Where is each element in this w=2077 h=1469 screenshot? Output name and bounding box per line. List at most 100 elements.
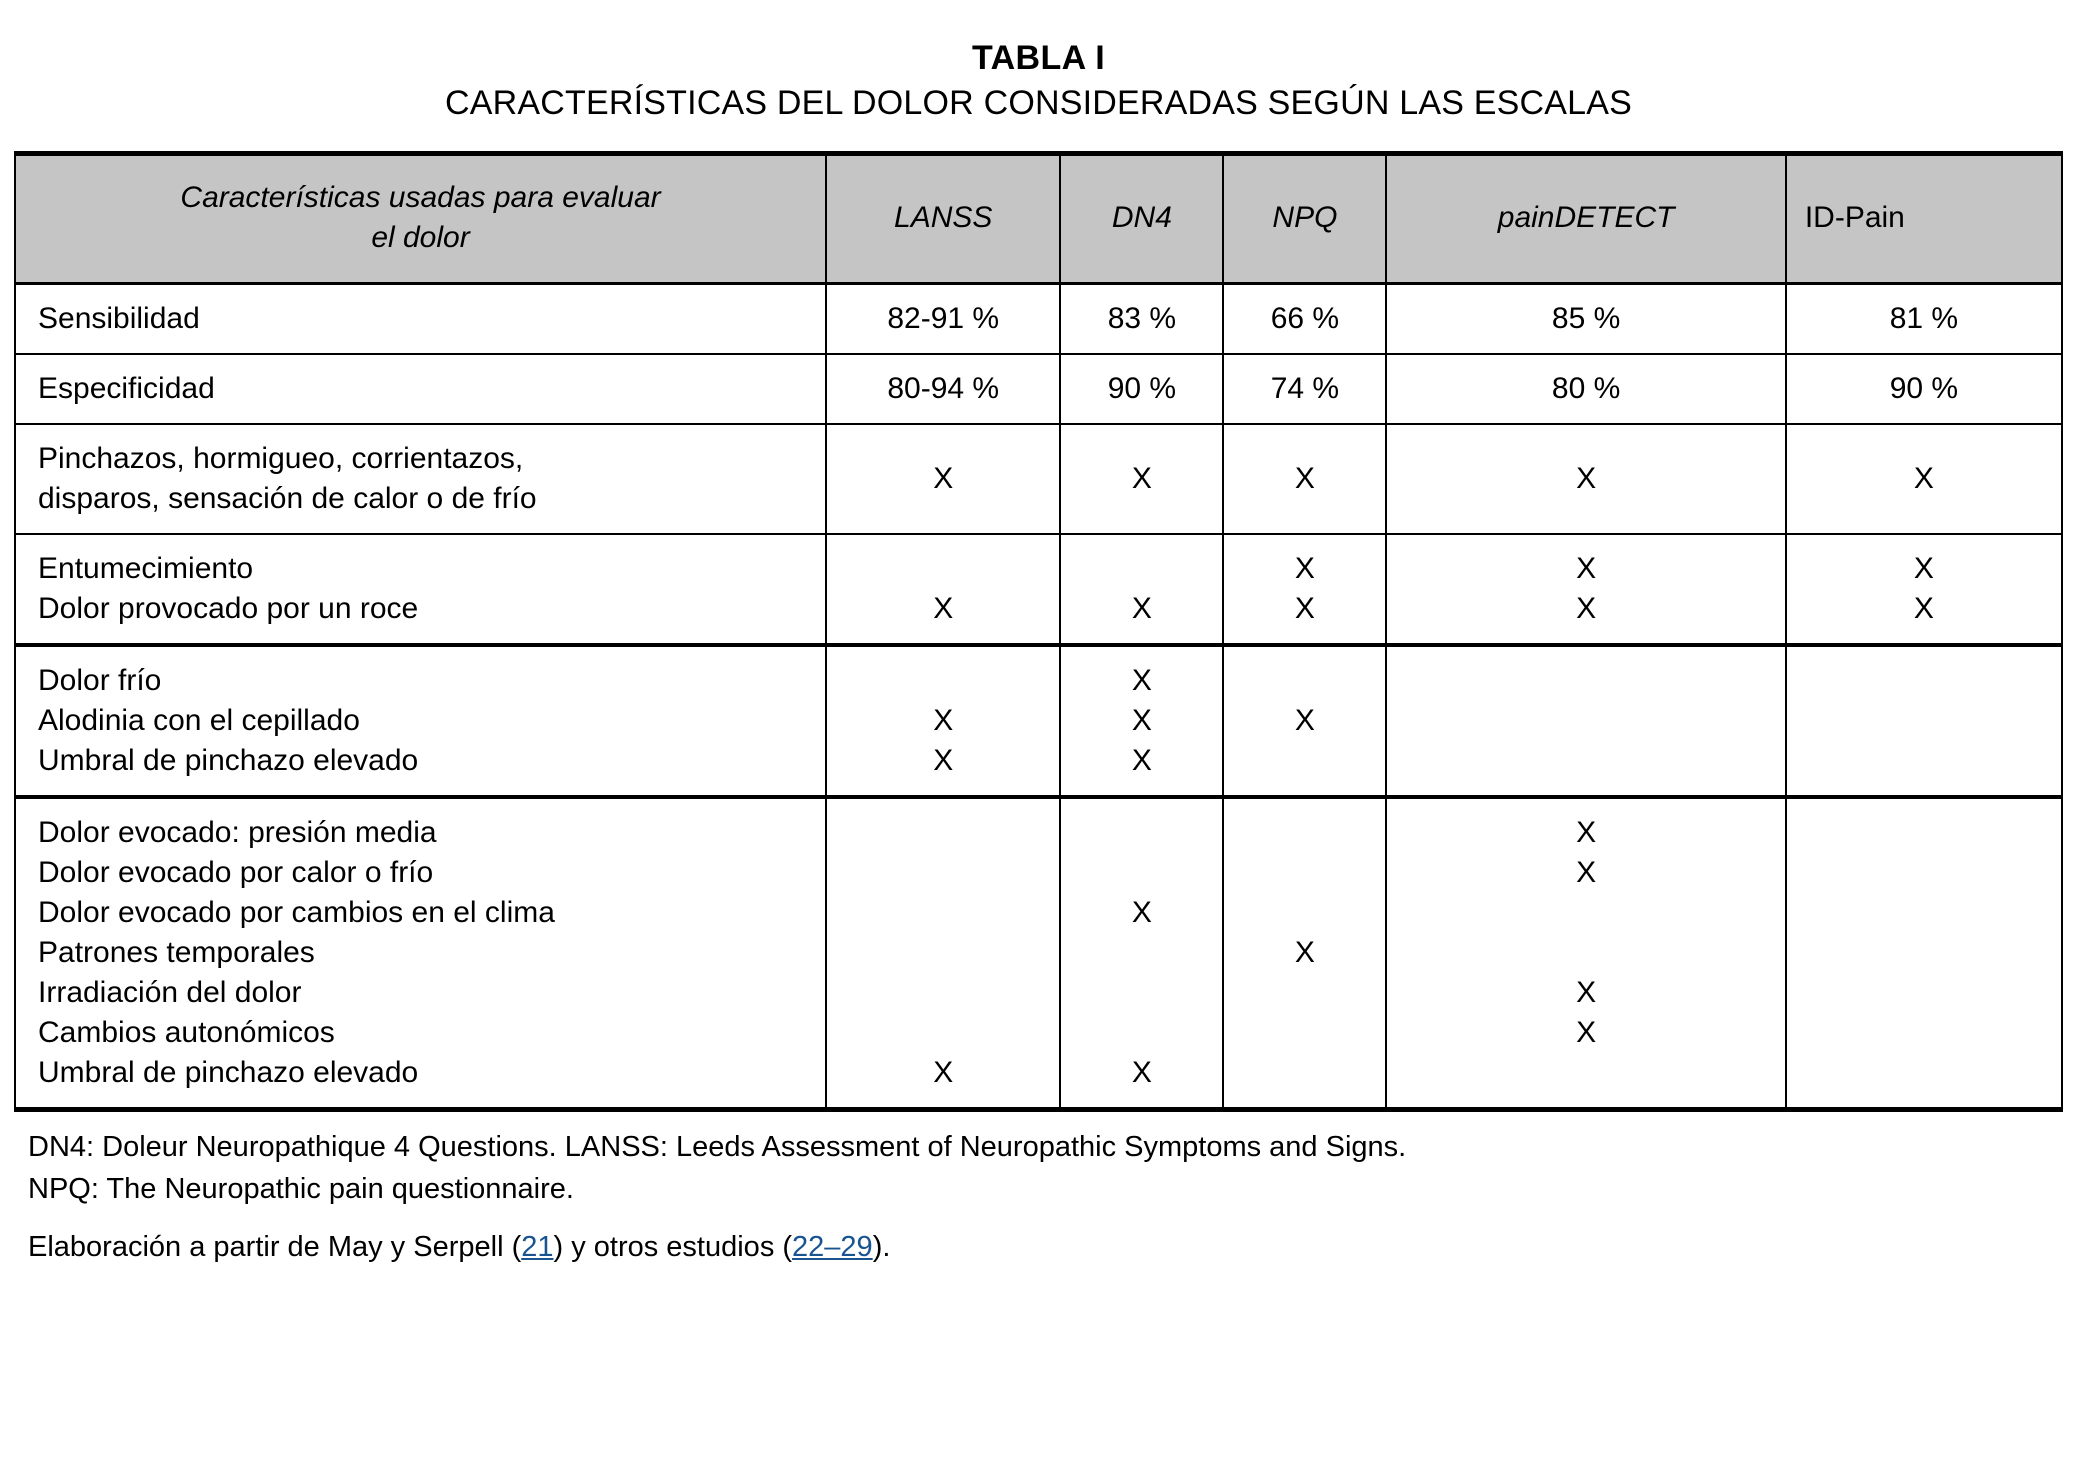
cell-especificidad-dn4: 90 % — [1059, 353, 1225, 425]
cell-dolor-evocado-dn4-line4: . — [1067, 933, 1216, 973]
cell-entumecimiento-npq-line2: X — [1294, 591, 1315, 625]
cell-dolor-frio-npq-line2: X — [1294, 703, 1315, 737]
row-label-dolor-frio: Dolor frío Alodinia con el cepillado Umb… — [15, 644, 828, 799]
cell-especificidad-paindetect: 80 % — [1385, 353, 1787, 425]
footnote-abbreviations-line1: DN4: Doleur Neuropathique 4 Questions. L… — [28, 1130, 1407, 1163]
table-header: Características usadas para evaluar el d… — [15, 153, 2062, 285]
cell-dolor-evocado-lanss-line1: . — [833, 813, 1053, 853]
cell-dolor-evocado-lanss-line6: . — [833, 1013, 1053, 1053]
cell-dolor-evocado-npq-line2: . — [1230, 853, 1379, 893]
table-body: Sensibilidad 82-91 % 83 % 66 % 85 % 81 %… — [15, 283, 2062, 1109]
row-label-pinchazos-line1: Pinchazos, hormigueo, corrientazos, — [38, 441, 524, 475]
cell-dolor-evocado-paindetect-line3: . — [1393, 893, 1778, 933]
table-number: TABLA I — [971, 39, 1106, 77]
cell-dolor-frio-lanss-line1: . — [833, 661, 1053, 701]
cell-dolor-frio-paindetect — [1385, 644, 1787, 799]
cell-entumecimiento-idpain-line2: X — [1913, 591, 1934, 625]
cell-entumecimiento-lanss: . X — [825, 533, 1062, 647]
column-header-paindetect: painDETECT — [1385, 153, 1787, 285]
cell-dolor-evocado-dn4-line1: . — [1067, 813, 1216, 853]
cell-sensibilidad-npq: 66 % — [1222, 283, 1388, 355]
cell-entumecimiento-idpain-line1: X — [1913, 551, 1934, 585]
cell-entumecimiento-paindetect-line1: X — [1576, 551, 1597, 585]
cell-dolor-evocado-npq-line5: . — [1230, 973, 1379, 1013]
cell-entumecimiento-paindetect: X X — [1385, 533, 1787, 647]
cell-pinchazos-npq: X — [1222, 423, 1388, 535]
pain-scales-table: Características usadas para evaluar el d… — [14, 150, 2063, 1112]
reference-link-21[interactable]: 21 — [521, 1230, 554, 1263]
row-label-dolor-evocado-line6: Cambios autonómicos — [38, 1015, 335, 1049]
table-container: Características usadas para evaluar el d… — [14, 150, 2063, 1112]
cell-sensibilidad-dn4: 83 % — [1059, 283, 1225, 355]
column-header-dn4: DN4 — [1059, 153, 1225, 285]
row-label-dolor-evocado-line4: Patrones temporales — [38, 935, 315, 969]
row-label-dolor-evocado-line3: Dolor evocado por cambios en el clima — [38, 895, 555, 929]
column-header-feature: Características usadas para evaluar el d… — [15, 153, 828, 285]
cell-dolor-evocado-npq-line4: X — [1294, 935, 1315, 969]
cell-dolor-frio-dn4-line1: X — [1131, 663, 1152, 697]
cell-sensibilidad-idpain: 81 % — [1784, 283, 2062, 355]
cell-dolor-evocado-npq-line6: . — [1230, 1013, 1379, 1053]
cell-dolor-frio-dn4-line2: X — [1131, 703, 1152, 737]
row-label-dolor-frio-line3: Umbral de pinchazo elevado — [38, 743, 419, 777]
table-row: Especificidad 80-94 % 90 % 74 % 80 % 90 … — [15, 353, 2062, 425]
cell-dolor-frio-dn4-line3: X — [1131, 743, 1152, 777]
table-row: Entumecimiento Dolor provocado por un ro… — [15, 533, 2062, 647]
header-row: Características usadas para evaluar el d… — [15, 153, 2062, 285]
reference-link-22-29[interactable]: 22–29 — [792, 1230, 873, 1263]
row-label-entumecimiento: Entumecimiento Dolor provocado por un ro… — [15, 533, 828, 647]
row-label-dolor-frio-line1: Dolor frío — [38, 663, 162, 697]
cell-dolor-evocado-paindetect: X X . . X X . — [1385, 796, 1787, 1109]
row-label-dolor-evocado-line7: Umbral de pinchazo elevado — [38, 1055, 419, 1089]
footnote-source-prefix: Elaboración a partir de May y Serpell ( — [28, 1230, 522, 1263]
cell-dolor-evocado-npq-line3: . — [1230, 893, 1379, 933]
cell-entumecimiento-idpain: X X — [1784, 533, 2062, 647]
footnote-source-suffix: ). — [872, 1230, 891, 1263]
cell-dolor-evocado-npq-line7: . — [1230, 1053, 1379, 1093]
cell-dolor-evocado-paindetect-line1: X — [1576, 815, 1597, 849]
row-label-pinchazos: Pinchazos, hormigueo, corrientazos, disp… — [15, 423, 828, 535]
row-label-dolor-evocado-line2: Dolor evocado por calor o frío — [38, 855, 434, 889]
cell-pinchazos-paindetect: X — [1385, 423, 1787, 535]
cell-especificidad-idpain: 90 % — [1784, 353, 2062, 425]
cell-dolor-evocado-lanss-line3: . — [833, 893, 1053, 933]
table-row: Dolor evocado: presión media Dolor evoca… — [15, 796, 2062, 1109]
cell-dolor-evocado-lanss-line2: . — [833, 853, 1053, 893]
footnote-source: Elaboración a partir de May y Serpell (2… — [28, 1226, 2063, 1268]
cell-dolor-evocado-lanss-line7: X — [933, 1055, 954, 1089]
cell-sensibilidad-lanss: 82-91 % — [825, 283, 1062, 355]
footnote-source-middle: ) y otros estudios ( — [553, 1230, 793, 1263]
header-feature-line2: el dolor — [371, 220, 470, 254]
cell-especificidad-lanss: 80-94 % — [825, 353, 1062, 425]
cell-dolor-frio-lanss-line2: X — [933, 703, 954, 737]
cell-entumecimiento-lanss-line2: X — [933, 591, 954, 625]
cell-dolor-evocado-lanss: . . . . . . X — [825, 796, 1062, 1109]
table-caption: CARACTERÍSTICAS DEL DOLOR CONSIDERADAS S… — [444, 84, 1632, 123]
cell-dolor-frio-dn4: X X X — [1059, 644, 1225, 799]
cell-entumecimiento-dn4: X — [1059, 533, 1225, 647]
cell-entumecimiento-lanss-line1: . — [833, 549, 1053, 589]
title-block: TABLA I CARACTERÍSTICAS DEL DOLOR CONSID… — [0, 0, 2077, 125]
cell-pinchazos-idpain: X — [1784, 423, 2062, 535]
table-footnotes: DN4: Doleur Neuropathique 4 Questions. L… — [28, 1126, 2063, 1268]
cell-dolor-evocado-idpain — [1784, 796, 2062, 1109]
cell-dolor-evocado-dn4-line2: . — [1067, 853, 1216, 893]
cell-dolor-evocado-lanss-line5: . — [833, 973, 1053, 1013]
cell-dolor-evocado-dn4-line7: X — [1131, 1055, 1152, 1089]
cell-dolor-evocado-paindetect-line5: X — [1576, 975, 1597, 1009]
cell-pinchazos-lanss: X — [825, 423, 1062, 535]
row-label-especificidad: Especificidad — [15, 353, 828, 425]
cell-dolor-evocado-dn4-line3: X — [1131, 895, 1152, 929]
cell-entumecimiento-dn4-mark: X — [1131, 591, 1152, 625]
row-label-dolor-evocado-line5: Irradiación del dolor — [38, 975, 302, 1009]
header-feature-line1: Características usadas para evaluar — [180, 180, 661, 214]
cell-entumecimiento-npq-line1: X — [1294, 551, 1315, 585]
row-label-pinchazos-line2: disparos, sensación de calor o de frío — [38, 481, 537, 515]
cell-dolor-frio-npq: . X . — [1222, 644, 1388, 799]
column-header-idpain: ID-Pain — [1784, 153, 2062, 285]
row-label-sensibilidad: Sensibilidad — [15, 283, 828, 355]
cell-dolor-evocado-paindetect-line7: . — [1393, 1053, 1778, 1093]
cell-dolor-evocado-dn4: . . X . . . X — [1059, 796, 1225, 1109]
row-label-dolor-evocado-line1: Dolor evocado: presión media — [38, 815, 437, 849]
